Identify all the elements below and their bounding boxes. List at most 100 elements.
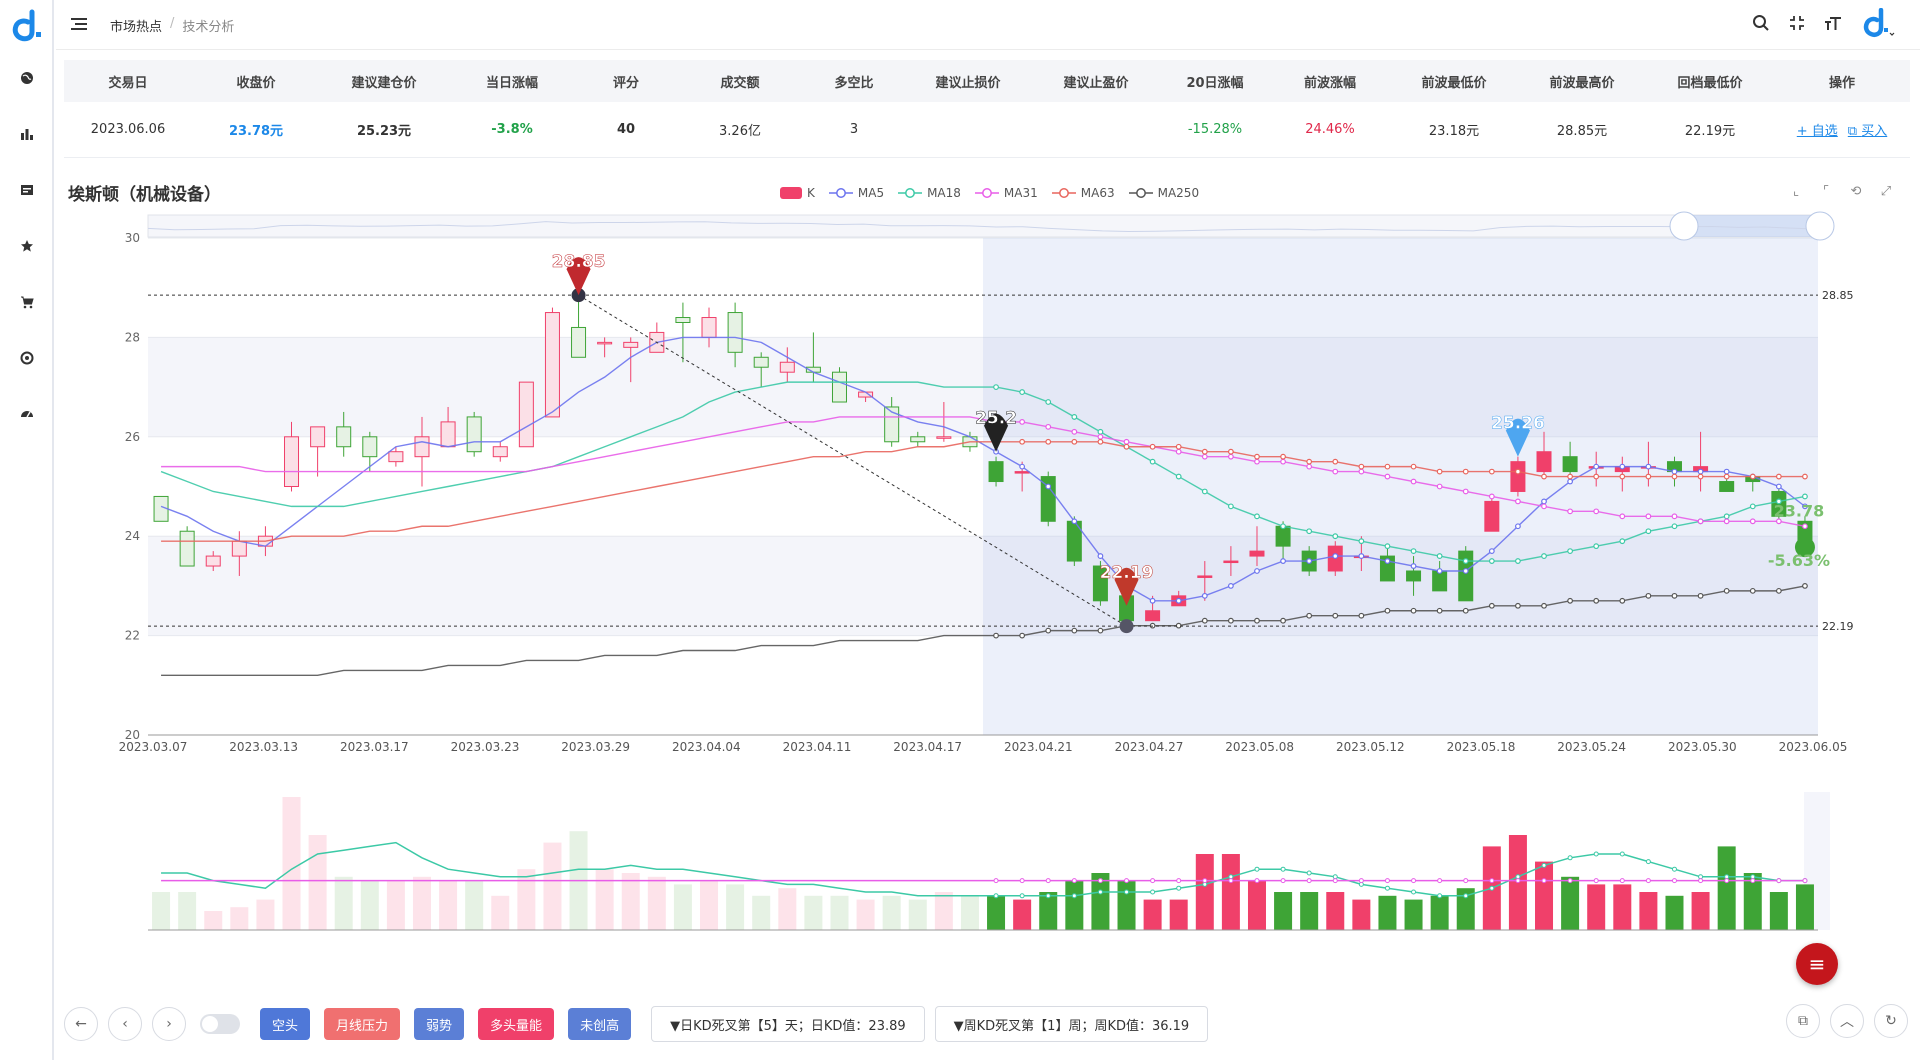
ma250-point	[1280, 617, 1286, 624]
header-cell: 建议止盈价	[1063, 75, 1129, 91]
ma5-point	[1201, 592, 1208, 599]
candle	[179, 530, 195, 567]
volume-bar	[934, 892, 953, 930]
zoom-reset-icon[interactable]: ⌜	[1822, 184, 1830, 199]
ma5-point	[1175, 597, 1182, 604]
legend-label: MA63	[1080, 186, 1115, 200]
exit-fullscreen-icon[interactable]	[1786, 10, 1808, 36]
mode-toggle[interactable]	[200, 1014, 240, 1034]
signal-tag[interactable]: 空头	[260, 1008, 311, 1040]
zoom-select-icon[interactable]: ⌞	[1792, 184, 1800, 199]
header-cell: 前波最低价	[1421, 75, 1487, 91]
candle	[518, 381, 534, 448]
signal-tag[interactable]: 未创高	[568, 1008, 632, 1040]
candle	[1562, 456, 1578, 473]
ma18-point	[1306, 528, 1313, 535]
ma5-point	[1619, 463, 1626, 470]
last-price-label: 23.78	[1774, 501, 1825, 520]
ma18-point	[993, 384, 999, 391]
candle	[362, 436, 378, 458]
volume-ma2-point	[1724, 878, 1730, 884]
zoom-shade	[983, 238, 1818, 735]
ma63-point	[1775, 473, 1782, 480]
ma250-point	[1045, 627, 1052, 634]
copy-button[interactable]: ⧉	[1786, 1004, 1820, 1038]
image-icon[interactable]	[17, 180, 37, 200]
volume-ma-point	[1567, 855, 1573, 861]
x-tick-label: 2023.03.17	[340, 740, 409, 754]
ma5-point	[1541, 498, 1547, 505]
globe-icon[interactable]	[17, 68, 37, 88]
dashboard-icon[interactable]	[17, 404, 37, 424]
ma18-point	[1097, 428, 1104, 435]
volume-ma-point	[1254, 866, 1260, 872]
add-watchlist-link[interactable]: + 自选	[1796, 124, 1838, 139]
ma250-point	[1488, 602, 1495, 609]
cell-pullback-low: 22.19元	[1684, 124, 1736, 139]
restore-icon[interactable]: ⟲	[1850, 184, 1862, 199]
signal-tag[interactable]: 弱势	[414, 1008, 465, 1040]
ma250-point	[1619, 597, 1626, 604]
range-slider-line	[147, 221, 1819, 233]
buy-link[interactable]: ⧉ 买入	[1848, 120, 1887, 139]
volume-bar	[178, 892, 197, 930]
floating-menu-button[interactable]: ≡	[1796, 943, 1838, 985]
volume-ma2-point	[1306, 878, 1312, 884]
ma31-point	[1384, 473, 1391, 480]
legend-item[interactable]: MA63	[1051, 186, 1115, 200]
user-avatar[interactable]	[1858, 8, 1898, 37]
volume-bar	[908, 899, 927, 930]
menu-toggle-icon[interactable]	[70, 15, 88, 33]
volume-bar	[1065, 880, 1084, 930]
header-cell: 建议止损价	[935, 75, 1001, 91]
legend-item[interactable]: MA31	[974, 186, 1038, 200]
volume-bar	[1639, 892, 1658, 930]
marker-pin	[984, 413, 1009, 452]
volume-ma-point	[1619, 851, 1625, 857]
signal-tag[interactable]: 多头量能	[478, 1008, 555, 1040]
volume-ma-point	[1150, 889, 1156, 895]
target-icon[interactable]	[17, 348, 37, 368]
legend-item[interactable]: MA250	[1128, 186, 1199, 200]
volume-bar	[360, 880, 379, 930]
breadcrumb-root[interactable]: 市场热点	[110, 20, 163, 35]
ma18-point	[1462, 558, 1469, 564]
back-button[interactable]: ←	[64, 1007, 98, 1041]
ma5-point	[1671, 468, 1678, 475]
high-line-label: 28.85	[1822, 289, 1854, 302]
candle	[910, 436, 926, 443]
volume-ma-point	[1384, 885, 1390, 891]
ma250-point	[1254, 617, 1260, 624]
search-icon[interactable]	[1750, 10, 1772, 36]
legend-item[interactable]: MA5	[828, 186, 884, 200]
cart-icon[interactable]	[17, 292, 37, 312]
header-cell: 多空比	[834, 75, 874, 91]
volume-bar	[673, 884, 692, 930]
candle	[675, 317, 691, 323]
ma250-point	[1749, 587, 1756, 594]
ma5-point	[1410, 563, 1417, 569]
save-image-icon[interactable]: ⤢	[1880, 184, 1892, 199]
volume-bar	[595, 869, 614, 930]
ma250-line	[161, 585, 1806, 677]
y-tick-label: 26	[125, 430, 140, 444]
ma5-point	[1280, 558, 1286, 564]
bar-chart-icon[interactable]	[17, 124, 37, 144]
header-cell: 前波涨幅	[1303, 75, 1356, 91]
font-size-icon[interactable]	[1822, 10, 1844, 36]
next-button[interactable]: ›	[152, 1007, 186, 1041]
kline-chart[interactable]: 30 28 26 24 22 20 28.85 22.19 28.85 25.2 22.19 25.…	[0, 0, 1920, 1000]
legend-item[interactable]: K	[780, 186, 815, 200]
prev-button[interactable]: ‹	[108, 1007, 142, 1041]
app-logo[interactable]	[10, 8, 44, 42]
ma63-point	[1045, 438, 1052, 445]
slider-handle-right	[1805, 211, 1835, 241]
ma31-point	[1280, 458, 1286, 465]
signal-tag[interactable]: 月线压力	[324, 1008, 401, 1040]
volume-bar	[386, 880, 405, 930]
volume-ma-point	[993, 893, 999, 899]
scroll-top-button[interactable]: ︿	[1830, 1004, 1864, 1038]
star-icon[interactable]	[17, 236, 37, 256]
legend-item[interactable]: MA18	[898, 186, 961, 200]
refresh-button[interactable]: ↻	[1874, 1004, 1908, 1038]
